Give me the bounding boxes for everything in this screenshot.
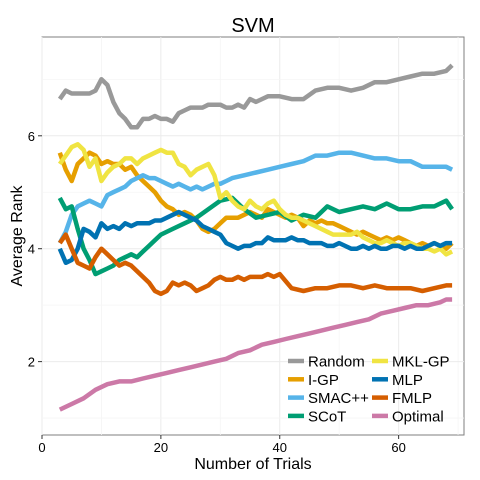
series-line-fmlp: [57, 232, 453, 297]
legend-label: Random: [308, 354, 365, 371]
legend-label: I-GP: [308, 372, 339, 389]
x-tick-label: 20: [154, 440, 168, 455]
y-tick-label: 4: [28, 242, 35, 257]
legend-item-mkl-gp: MKL-GP: [372, 354, 450, 371]
x-tick-label: 40: [273, 440, 287, 455]
y-tick-label: 2: [28, 355, 35, 370]
series-lines: [57, 63, 454, 412]
legend-label: Optimal: [392, 408, 444, 425]
legend-label: MLP: [392, 372, 423, 389]
x-tick-label: 0: [38, 440, 45, 455]
legend-item-scot: SCoT: [288, 408, 346, 425]
series-line-mkl-gp: [57, 142, 454, 257]
legend-label: SCoT: [308, 408, 346, 425]
legend-item-i-gp: I-GP: [288, 372, 339, 389]
legend-item-fmlp: FMLP: [372, 390, 432, 407]
legend-item-smac-: SMAC++: [288, 390, 369, 407]
legend-item-mlp: MLP: [372, 372, 423, 389]
chart-title: SVM: [231, 15, 274, 37]
y-axis-title: Average Rank: [9, 184, 26, 286]
series-line-mlp: [57, 209, 453, 266]
legend-label: SMAC++: [308, 390, 369, 407]
series-line-scot: [57, 195, 454, 277]
x-axis-title: Number of Trials: [194, 456, 311, 473]
series-line-optimal: [58, 297, 453, 412]
series-line-smac-: [57, 150, 454, 245]
legend-label: FMLP: [392, 390, 432, 407]
axis-ticks: 0 20 40 60 2 4 6: [28, 129, 406, 455]
series-line-random: [57, 63, 454, 130]
legend-item-optimal: Optimal: [372, 408, 444, 425]
legend-item-random: Random: [288, 354, 365, 371]
legend-label: MKL-GP: [392, 354, 450, 371]
x-tick-label: 60: [391, 440, 405, 455]
series-line-i-gp: [57, 150, 454, 251]
y-tick-label: 6: [28, 129, 35, 144]
